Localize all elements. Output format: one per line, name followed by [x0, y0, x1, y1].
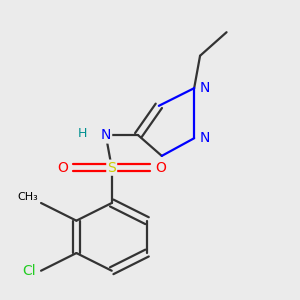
Text: O: O: [57, 161, 68, 175]
Text: N: N: [100, 128, 111, 142]
Text: O: O: [155, 161, 166, 175]
Text: Cl: Cl: [22, 264, 36, 278]
Text: H: H: [77, 127, 87, 140]
Text: N: N: [200, 81, 210, 95]
Text: S: S: [107, 161, 116, 175]
Text: CH₃: CH₃: [17, 192, 38, 202]
Text: N: N: [100, 128, 111, 142]
Text: N: N: [200, 131, 210, 145]
